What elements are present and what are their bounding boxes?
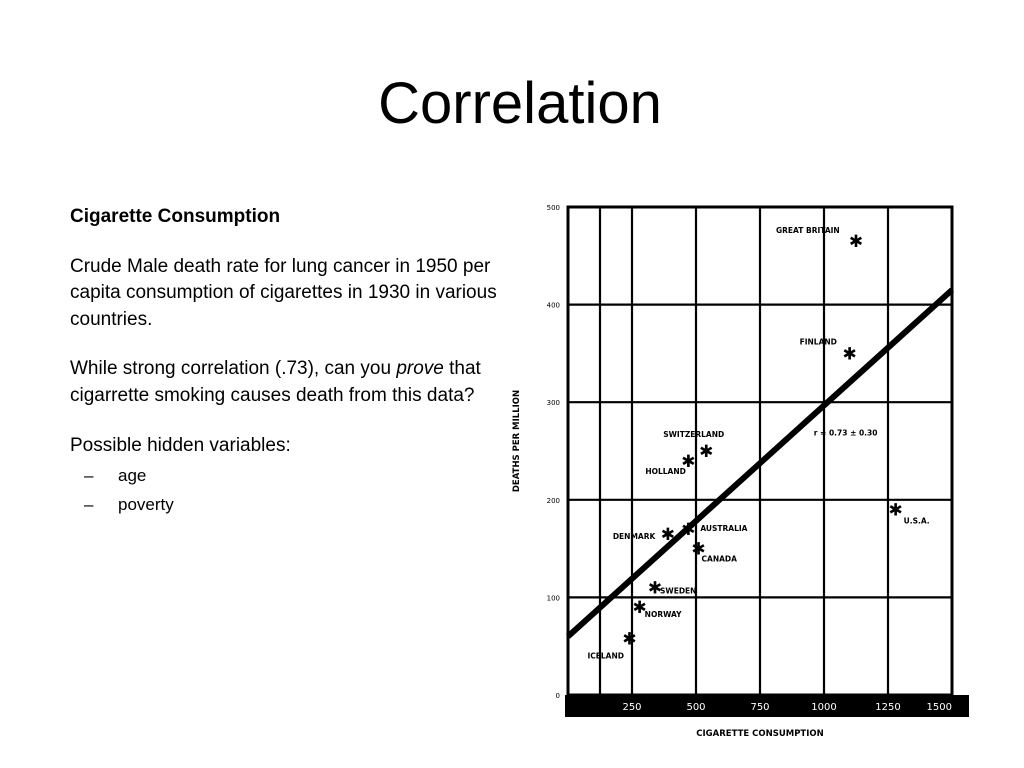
x-tick-label: 1000 (811, 702, 836, 713)
x-axis-band (565, 695, 969, 717)
x-tick-label: 1250 (875, 702, 900, 713)
description-paragraph: Crude Male death rate for lung cancer in… (70, 255, 497, 330)
data-point-label: SWEDEN (660, 587, 696, 596)
data-point-label: NORWAY (645, 610, 682, 619)
x-tick-label: 500 (686, 702, 705, 713)
y-tick-label: 300 (547, 399, 560, 407)
x-tick-label: 750 (750, 702, 769, 713)
trend-line-group (565, 287, 955, 639)
chart-grid (566, 205, 954, 697)
y-tick-label: 0 (556, 692, 560, 700)
data-point: ✱ (681, 452, 695, 472)
data-point-label: FINLAND (800, 337, 837, 346)
x-tick-label: 1500 (927, 702, 952, 713)
data-point: ✱ (648, 579, 662, 599)
scatter-chart: ✱GREAT BRITAIN✱FINLAND✱SWITZERLAND✱HOLLA… (512, 204, 969, 739)
data-point-label: CANADA (702, 555, 738, 564)
trend-line (565, 287, 955, 639)
chart-axes: 250 500 750 1000 1250 1500 0 100 200 300 400 500 CIG… (512, 204, 969, 739)
question-start: While strong correlation (.73), can you (70, 358, 397, 380)
bullet-item: age (118, 462, 510, 491)
slide-title: Correlation (378, 71, 662, 136)
data-point-label: HOLLAND (645, 467, 686, 476)
data-point: ✱ (691, 540, 705, 560)
y-tick-label: 500 (547, 204, 560, 212)
data-point: ✱ (842, 344, 856, 364)
y-axis-label: DEATHS PER MILLION (512, 390, 522, 492)
data-point-label: DENMARK (613, 532, 657, 541)
data-point: ✱ (681, 520, 695, 540)
data-point: ✱ (661, 525, 675, 545)
data-points: ✱GREAT BRITAIN✱FINLAND✱SWITZERLAND✱HOLLA… (587, 226, 929, 660)
hidden-variables-list: age poverty (70, 462, 510, 520)
data-point: ✱ (699, 442, 713, 462)
data-point-label: U.S.A. (904, 517, 930, 526)
y-tick-label: 400 (547, 302, 560, 310)
data-point: ✱ (633, 598, 647, 618)
data-point: ✱ (622, 629, 636, 649)
y-tick-label: 200 (547, 497, 560, 505)
data-point-label: ICELAND (587, 651, 624, 660)
hidden-variables-heading: Possible hidden variables: (70, 434, 291, 456)
x-axis-label: CIGARETTE CONSUMPTION (696, 729, 823, 739)
data-point-label: AUSTRALIA (700, 524, 747, 533)
correlation-annotation: r = 0.73 ± 0.30 (814, 428, 878, 437)
bullet-item: poverty (118, 491, 510, 520)
data-point: ✱ (849, 232, 863, 252)
subheading: Cigarette Consumption (70, 206, 281, 227)
data-point: ✱ (889, 501, 903, 521)
y-tick-label: 100 (547, 594, 560, 602)
data-point-label: SWITZERLAND (663, 430, 724, 439)
data-point-label: GREAT BRITAIN (776, 226, 840, 235)
text-column: Cigarette Consumption Crude Male death r… (70, 204, 510, 520)
question-emphasis: prove (396, 358, 444, 380)
x-tick-label: 250 (622, 702, 641, 713)
question-end: that cigarrette smoking causes death fro… (70, 358, 481, 406)
question-paragraph: While strong correlation (.73), can you … (70, 356, 510, 409)
